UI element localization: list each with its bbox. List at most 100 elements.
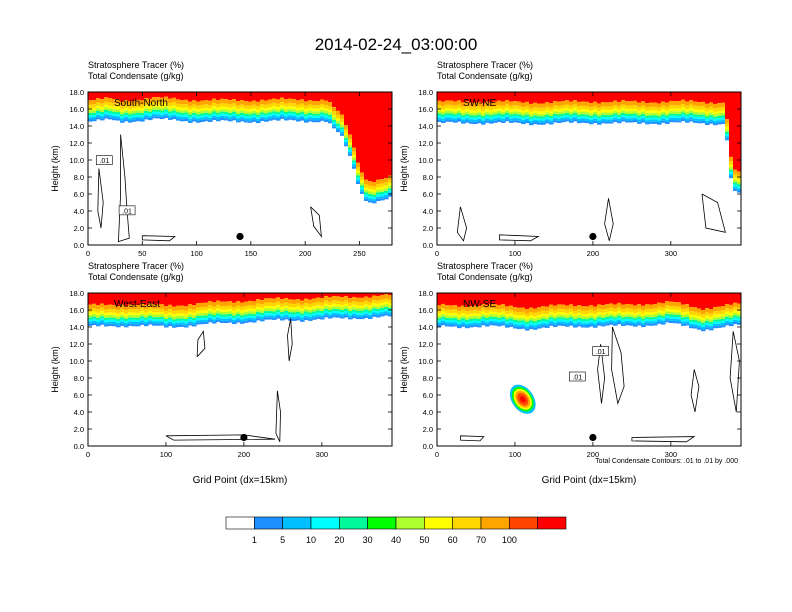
tracer-cell	[653, 119, 658, 122]
tracer-cell	[328, 119, 333, 122]
tracer-cell	[565, 104, 570, 108]
tracer-cell	[336, 129, 341, 133]
tracer-cell	[501, 114, 506, 117]
tracer-cell	[449, 113, 454, 116]
tracer-cell	[104, 320, 109, 323]
tracer-cell	[609, 102, 614, 107]
tracer-cell	[445, 117, 450, 120]
tracer-cell	[633, 315, 638, 319]
tracer-cell	[124, 320, 129, 324]
tracer-cell	[368, 293, 373, 298]
tracer-cell	[689, 112, 694, 116]
tracer-cell	[100, 118, 105, 121]
tracer-cell	[537, 307, 542, 312]
tracer-cell	[268, 99, 273, 104]
tracer-cell	[312, 293, 317, 299]
x-tick-label: 0	[86, 249, 90, 258]
tracer-cell	[88, 293, 93, 305]
tracer-cell	[481, 107, 486, 112]
tracer-cell	[124, 117, 129, 120]
tracer-cell	[693, 311, 698, 315]
tracer-cell	[228, 107, 233, 111]
tracer-cell	[204, 321, 209, 324]
tracer-cell	[497, 319, 502, 323]
tracer-cell	[320, 92, 325, 100]
tracer-cell	[240, 112, 245, 115]
tracer-cell	[356, 293, 361, 298]
tracer-cell	[216, 92, 221, 100]
tracer-cell	[244, 101, 249, 106]
tracer-cell	[709, 319, 714, 322]
tracer-cell	[328, 121, 333, 124]
tracer-cell	[597, 323, 602, 326]
tracer-cell	[485, 116, 490, 119]
tracer-cell	[196, 313, 201, 316]
tracer-cell	[701, 109, 706, 113]
tracer-cell	[621, 321, 626, 324]
tracer-cell	[581, 101, 586, 106]
tracer-cell	[717, 115, 722, 119]
tracer-cell	[224, 99, 229, 104]
tracer-cell	[497, 92, 502, 101]
tracer-cell	[513, 311, 518, 315]
panel-header-condensate: Total Condensate (g/kg)	[437, 71, 533, 81]
tracer-cell	[328, 314, 333, 317]
tracer-cell	[453, 317, 458, 320]
tracer-cell	[529, 320, 534, 323]
tracer-cell	[200, 110, 205, 114]
tracer-cell	[276, 109, 281, 113]
tracer-cell	[108, 110, 113, 113]
tracer-cell	[705, 293, 710, 309]
tracer-cell	[617, 101, 622, 107]
tracer-cell	[340, 293, 345, 298]
tracer-cell	[437, 320, 442, 323]
tracer-cell	[136, 112, 141, 115]
tracer-cell	[336, 115, 341, 119]
tracer-cell	[497, 110, 502, 114]
tracer-cell	[585, 306, 590, 311]
tracer-cell	[557, 312, 562, 315]
tracer-cell	[473, 107, 478, 111]
tracer-cell	[645, 293, 650, 305]
tracer-cell	[737, 188, 741, 191]
tracer-cell	[132, 117, 137, 120]
tracer-cell	[657, 319, 662, 322]
tracer-cell	[481, 116, 486, 119]
tracer-cell	[232, 310, 237, 314]
tracer-cell	[288, 102, 293, 107]
tracer-cell	[300, 304, 305, 309]
tracer-cell	[208, 108, 213, 111]
tracer-cell	[252, 320, 257, 323]
tracer-cell	[340, 127, 345, 130]
tracer-cell	[240, 315, 245, 318]
tracer-cell	[485, 105, 490, 110]
tracer-cell	[196, 118, 201, 121]
tracer-cell	[449, 108, 454, 111]
tracer-cell	[180, 114, 185, 118]
tracer-cell	[609, 313, 614, 317]
tracer-cell	[332, 296, 337, 301]
tracer-cell	[152, 319, 157, 322]
tracer-cell	[332, 111, 337, 115]
tracer-cell	[324, 113, 329, 116]
tracer-cell	[344, 303, 349, 307]
tracer-cell	[304, 306, 309, 309]
y-tick-label: 2.0	[423, 425, 433, 434]
tracer-cell	[368, 307, 373, 311]
tracer-cell	[473, 115, 478, 118]
tracer-cell	[513, 307, 518, 312]
contour-label: .01	[122, 208, 132, 215]
tracer-cell	[709, 92, 714, 103]
tracer-cell	[120, 116, 125, 119]
tracer-cell	[653, 323, 658, 326]
tracer-cell	[461, 112, 466, 116]
tracer-cell	[240, 317, 245, 320]
tracer-cell	[477, 316, 482, 319]
tracer-cell	[152, 308, 157, 313]
tracer-cell	[477, 118, 482, 122]
tracer-cell	[453, 322, 458, 325]
tracer-cell	[116, 318, 121, 321]
tracer-cell	[537, 103, 542, 108]
tracer-cell	[88, 308, 93, 313]
tracer-cell	[212, 315, 217, 318]
